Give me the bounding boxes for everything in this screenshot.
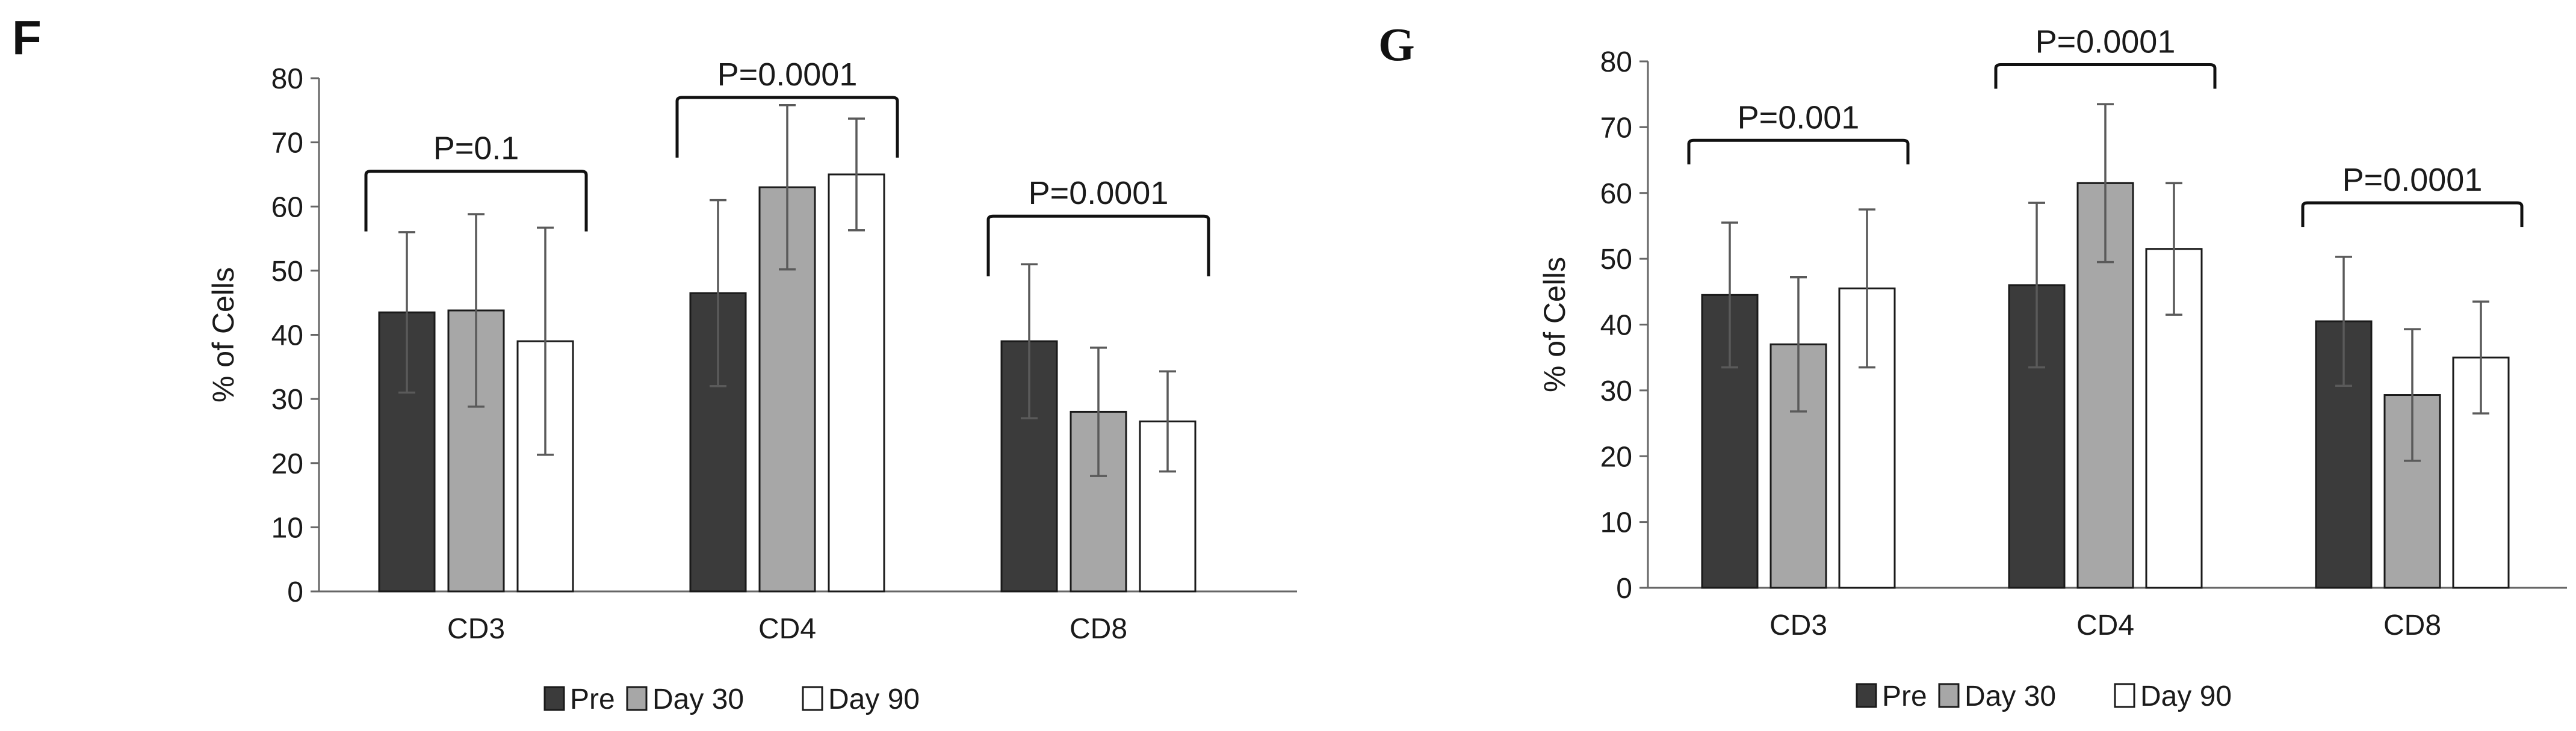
y-tick-label: 80 [1600, 46, 1632, 78]
x-category-label: CD8 [2383, 609, 2441, 641]
y-tick-label: 70 [271, 128, 303, 159]
y-tick-label: 50 [271, 256, 303, 288]
legend-label: Day 30 [1965, 680, 2056, 712]
legend-swatch-pre [1856, 683, 1877, 708]
bar-pre-cd4 [689, 292, 747, 593]
significance-bracket [675, 96, 899, 158]
panel-letter-g: G [1378, 18, 1415, 70]
x-category-label: CD3 [1769, 609, 1827, 641]
p-value-label: P=0.0001 [2036, 23, 2176, 60]
y-tick-label: 40 [1600, 310, 1632, 342]
chart-panel-f: % of Cells 0 10 20 30 40 50 60 70 80 CD3 CD4 CD8 P=0.… [206, 57, 1297, 715]
y-tick-label: 60 [271, 191, 303, 223]
bar-day-30-cd4 [758, 186, 816, 593]
y-tick-label: 50 [1600, 244, 1632, 276]
p-value-label: P=0.001 [1738, 99, 1860, 135]
legend-label: Pre [570, 683, 615, 715]
y-tick-label: 20 [1600, 441, 1632, 473]
legend-swatch-day-30 [626, 686, 648, 711]
y-tick-label: 20 [271, 448, 303, 480]
legend-label: Day 90 [828, 683, 920, 715]
significance-bracket [2301, 201, 2524, 227]
y-tick-label: 0 [1616, 573, 1632, 605]
significance-bracket [986, 214, 1210, 277]
y-tick-label: 60 [1600, 178, 1632, 210]
p-value-label: P=0.0001 [717, 57, 858, 93]
y-tick-label: 80 [271, 63, 303, 95]
y-tick-label: 70 [1600, 112, 1632, 144]
y-tick-label: 40 [271, 320, 303, 352]
legend-label: Pre [1882, 680, 1927, 712]
p-value-label: P=0.0001 [1029, 175, 1169, 211]
y-axis-label: % of Cells [1538, 257, 1571, 392]
x-category-label: CD3 [447, 613, 505, 645]
legend-label: Day 30 [652, 683, 744, 715]
y-tick-label: 30 [271, 384, 303, 416]
bar-day-90-cd8 [2452, 356, 2510, 589]
legend-swatch-pre [543, 686, 565, 711]
legend-swatch-day-90 [802, 686, 823, 711]
x-category-label: CD8 [1070, 613, 1127, 645]
significance-bracket [1994, 63, 2217, 89]
significance-bracket [364, 170, 588, 232]
x-category-label: CD4 [2076, 609, 2134, 641]
bar-day-90-cd4 [828, 173, 885, 593]
significance-bracket [1687, 138, 1910, 165]
p-value-label: P=0.1 [433, 131, 519, 167]
x-category-label: CD4 [758, 613, 816, 645]
legend-label: Day 90 [2140, 680, 2232, 712]
p-value-label: P=0.0001 [2342, 162, 2483, 198]
y-tick-label: 10 [1600, 507, 1632, 539]
y-tick-label: 0 [287, 576, 303, 608]
panel-letter-f: F [12, 11, 42, 64]
chart-panel-g: % of Cells 0 10 20 30 40 50 60 70 80 CD3 CD4 CD8 P=0.… [1538, 23, 2567, 712]
y-axis-label: % of Cells [206, 267, 240, 403]
y-tick-label: 10 [271, 512, 303, 544]
legend-swatch-day-90 [2114, 683, 2135, 708]
y-tick-label: 30 [1600, 375, 1632, 407]
legend-swatch-day-30 [1938, 683, 1960, 708]
